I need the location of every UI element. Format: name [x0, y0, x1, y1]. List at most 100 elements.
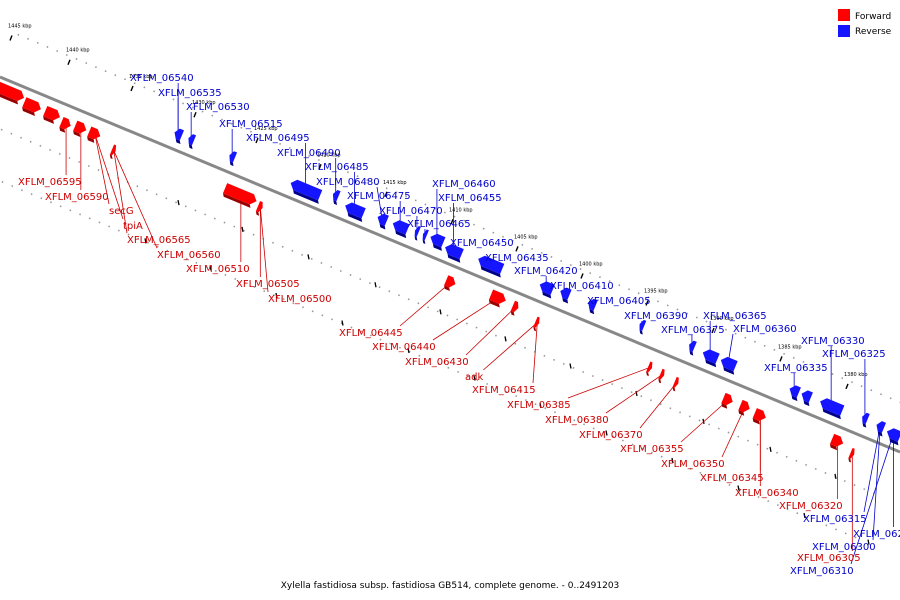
tick-label: 1410 kbp	[449, 207, 473, 213]
reverse-gene	[478, 255, 505, 278]
reverse-gene	[876, 421, 887, 437]
guide-tick	[473, 375, 476, 381]
gene-shadow	[480, 265, 501, 278]
forward-gene-label: XFLM_06445	[339, 328, 403, 339]
reverse-gene-label: XFLM_06390	[624, 311, 688, 322]
reverse-gene-label: XFLM_06325	[822, 349, 886, 360]
leader-line	[872, 426, 881, 541]
ruler-layer: 1445 kbp 1440 kbp 1435 kbp 1430 kbp 1425 kbp…	[0, 24, 900, 545]
gene-body	[658, 368, 665, 380]
gene-body	[646, 361, 653, 373]
guide-tick	[605, 430, 608, 436]
reverse-gene	[422, 229, 429, 244]
forward-gene	[59, 116, 71, 133]
gene-body	[720, 356, 738, 372]
gene-shadow	[422, 239, 426, 244]
tick-mark	[450, 219, 454, 225]
guide-tick	[539, 402, 542, 409]
forward-gene	[721, 392, 733, 409]
gene-body	[290, 179, 323, 201]
reverse-gene	[188, 134, 197, 150]
legend-forward-label: Forward	[855, 12, 891, 22]
forward-gene-label: XFLM_06500	[268, 294, 332, 305]
gene-body	[59, 116, 71, 130]
guide-tick	[341, 320, 344, 326]
forward-gene-label: XFLM_06440	[372, 342, 436, 353]
reverse-gene-label: XFLM_06540	[130, 73, 194, 84]
forward-gene	[0, 81, 25, 105]
gene-shadow	[488, 299, 500, 308]
gene-body	[721, 392, 733, 406]
reverse-gene-label: XFLM_06295	[853, 529, 900, 540]
reverse-gene	[539, 281, 555, 299]
gene-body	[752, 408, 766, 421]
tick-mark	[384, 191, 388, 198]
forward-gene-label: XFLM_06370	[579, 430, 643, 441]
forward-gene-label: XFLM_06430	[405, 357, 469, 368]
gene-shadow	[432, 243, 442, 251]
leader-line	[850, 433, 894, 565]
gene-shadow	[87, 136, 95, 143]
forward-gene	[43, 105, 60, 124]
gene-shadow	[22, 107, 35, 116]
gene-shadow	[175, 138, 181, 145]
gene-shadow	[658, 378, 662, 384]
reverse-gene	[789, 385, 801, 402]
reverse-gene-label: XFLM_06470	[379, 206, 443, 217]
gene-shadow	[862, 422, 867, 428]
tick-label: 1430 kbp	[192, 100, 216, 106]
legend-forward-swatch	[838, 9, 850, 21]
reverse-gene-label: XFLM_06365	[703, 311, 767, 322]
forward-gene-label: XFLM_06320	[779, 501, 843, 512]
guide-line	[0, 128, 882, 498]
reverse-gene-label: XFLM_06490	[277, 148, 341, 159]
leader-line	[94, 133, 124, 220]
reverse-gene	[392, 220, 410, 239]
tick-mark	[318, 164, 322, 170]
tick-label: 1440 kbp	[66, 48, 90, 54]
forward-gene-label: XFLM_06380	[545, 415, 609, 426]
forward-gene-label: adk	[465, 372, 483, 383]
gene-body	[0, 81, 25, 102]
reverse-gene-label: XFLM_06330	[801, 336, 865, 347]
tick-label: 1405 kbp	[514, 234, 538, 240]
reverse-gene-label: XFLM_06450	[450, 238, 514, 249]
reverse-gene-label: XFLM_06480	[316, 177, 380, 188]
reverse-gene-label: XFLM_06460	[432, 179, 496, 190]
tick-mark	[67, 59, 71, 65]
gene-body	[789, 385, 801, 398]
reverse-gene-label: XFLM_06465	[407, 219, 471, 230]
reverse-gene-label: XFLM_06375	[661, 325, 725, 336]
forward-gene	[109, 144, 117, 160]
tick-label: 1395 kbp	[644, 289, 668, 295]
gene-shadow	[877, 431, 883, 437]
reverse-gene	[689, 340, 697, 356]
gene-body	[73, 120, 87, 134]
reverse-gene	[345, 202, 366, 222]
forward-gene	[488, 289, 506, 308]
leader-line	[113, 150, 128, 234]
forward-gene	[510, 300, 519, 316]
gene-shadow	[73, 130, 81, 137]
guide-tick	[275, 292, 278, 299]
reverse-gene	[377, 213, 389, 230]
forward-gene-label: XFLM_06350	[661, 459, 725, 470]
gene-body	[255, 201, 263, 213]
reverse-gene-label: XFLM_06535	[158, 88, 222, 99]
gene-body	[588, 298, 598, 311]
gene-shadow	[43, 116, 54, 124]
gene-body	[345, 202, 366, 219]
guide-tick	[769, 446, 772, 452]
gene-body	[862, 412, 870, 425]
gene-body	[109, 144, 117, 156]
gene-shadow	[646, 371, 649, 377]
gene-body	[488, 289, 506, 304]
reverse-gene	[430, 233, 446, 251]
gene-shadow	[791, 395, 798, 402]
forward-gene	[738, 399, 750, 416]
leader-line	[432, 297, 499, 341]
reverse-gene	[862, 412, 870, 428]
reverse-gene	[560, 287, 572, 304]
reverse-gene-label: XFLM_06310	[790, 566, 854, 577]
gene-shadow	[639, 329, 643, 335]
